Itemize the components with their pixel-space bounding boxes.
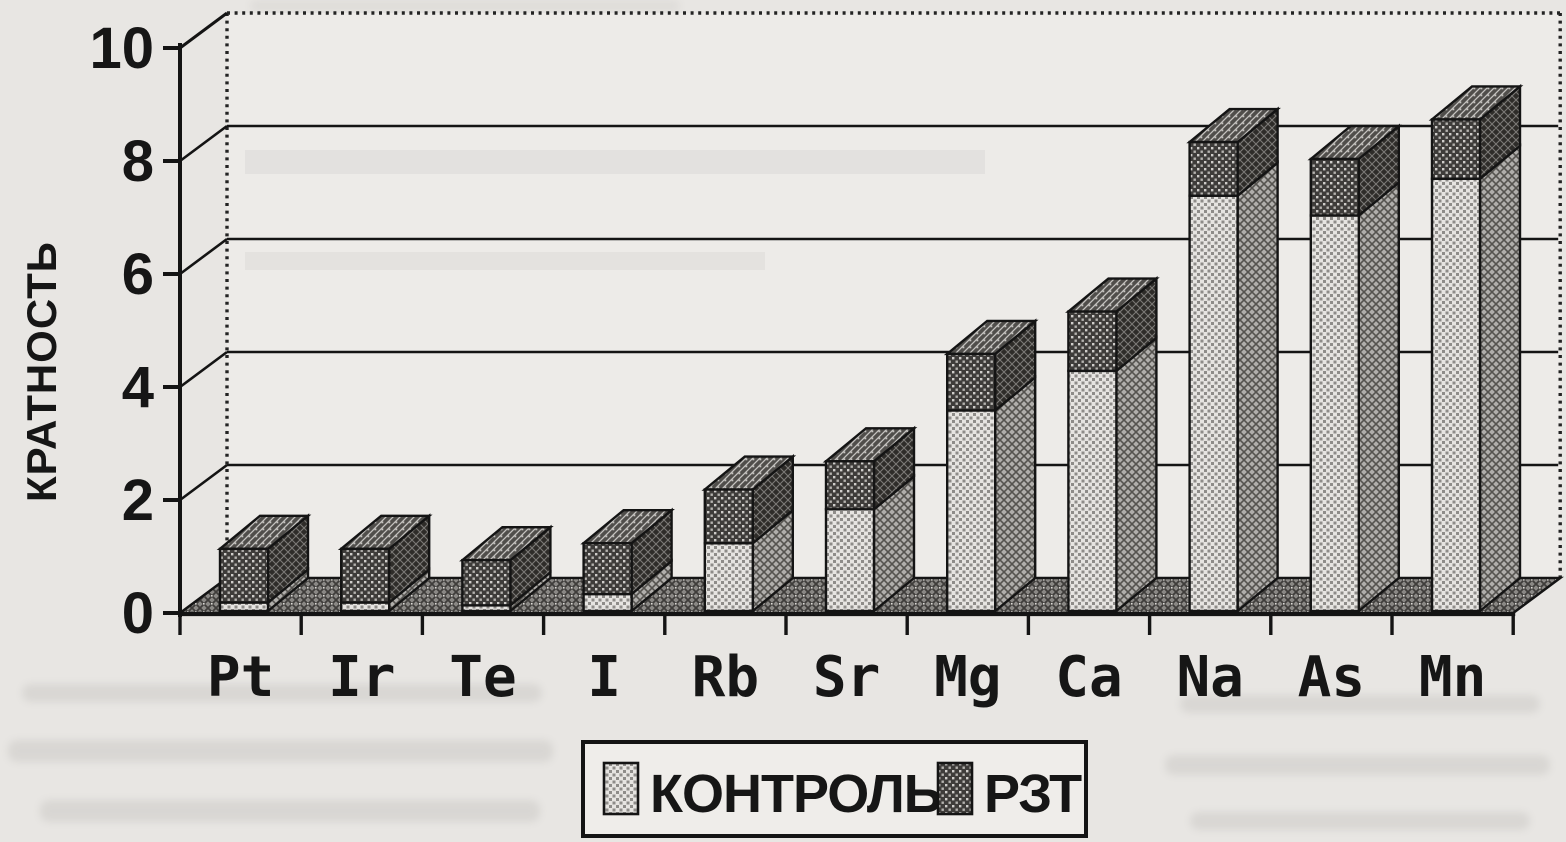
- tick-wall-connector: [179, 237, 228, 276]
- x-label-I: I: [587, 645, 621, 710]
- x-label-Te: Te: [449, 645, 516, 710]
- scan-artifact: [245, 252, 765, 270]
- bar-As-kontrol-side: [1357, 179, 1401, 614]
- x-label-Sr: Sr: [813, 645, 880, 710]
- bar-Na-kontrol-front: [1188, 194, 1239, 613]
- y-tick-label: 4: [122, 355, 154, 420]
- bar-As-kontrol-front: [1309, 214, 1361, 613]
- bar-Rb-kontrol-front: [703, 542, 754, 613]
- bar-Pt-rzt-front: [218, 547, 270, 604]
- bar-Pt-kontrol-front: [218, 601, 270, 613]
- bar-As-rzt-front: [1309, 157, 1361, 217]
- x-label-Na: Na: [1176, 645, 1243, 710]
- bar-Mn-rzt-front: [1430, 118, 1482, 180]
- tick-wall-connector: [179, 463, 228, 502]
- y-tick-label: 10: [89, 16, 154, 81]
- x-label-Pt: Pt: [207, 645, 274, 710]
- bar-Ca-kontrol-side: [1115, 335, 1158, 614]
- x-label-Rb: Rb: [692, 645, 759, 710]
- bar-Mg-kontrol-side: [994, 374, 1037, 614]
- bar-I-kontrol-front: [582, 592, 633, 613]
- bar-I-rzt-front: [582, 542, 633, 596]
- y-tick-label: 6: [122, 242, 154, 307]
- axis-wall-connector: [179, 11, 228, 50]
- y-tick-label: 2: [122, 468, 154, 533]
- tick-wall-connector: [179, 350, 228, 389]
- legend-box: [581, 740, 1088, 838]
- bar-Sr-kontrol-front: [824, 508, 876, 613]
- bar-Rb-rzt-front: [703, 488, 754, 545]
- bar-Ir-kontrol-front: [340, 601, 391, 613]
- bar-Na-rzt-front: [1188, 140, 1239, 197]
- bar-Mg-rzt-front: [946, 352, 997, 412]
- x-label-Mg: Mg: [934, 645, 1001, 710]
- tick-wall-connector: [179, 124, 228, 163]
- x-label-Mn: Mn: [1419, 645, 1486, 710]
- bar-Mn-kontrol-side: [1478, 143, 1522, 614]
- y-axis-title: КРАТНОСТЬ: [18, 241, 65, 502]
- x-label-As: As: [1298, 645, 1365, 710]
- x-label-Ca: Ca: [1055, 645, 1122, 710]
- scan-artifact: [245, 150, 985, 174]
- bar-Ir-rzt-front: [340, 547, 391, 604]
- bar-Na-kontrol-side: [1236, 160, 1279, 614]
- legend-swatch-kontrol: [602, 761, 640, 816]
- x-label-Ir: Ir: [328, 645, 395, 710]
- bar-Mn-kontrol-front: [1430, 177, 1482, 613]
- legend-label-kontrol: КОНТРОЛЬ: [650, 764, 942, 824]
- bar-Ca-rzt-front: [1067, 310, 1118, 373]
- y-tick-label: 8: [122, 129, 154, 194]
- bar-Ca-kontrol-front: [1067, 369, 1118, 613]
- y-tick-label: 0: [122, 581, 154, 646]
- legend-label-rzt: РЗТ: [984, 764, 1082, 824]
- bar-Te-rzt-front: [461, 558, 512, 607]
- bar-Sr-rzt-front: [824, 460, 876, 511]
- legend-swatch-rzt: [936, 761, 974, 816]
- bar-Mg-kontrol-front: [946, 409, 997, 613]
